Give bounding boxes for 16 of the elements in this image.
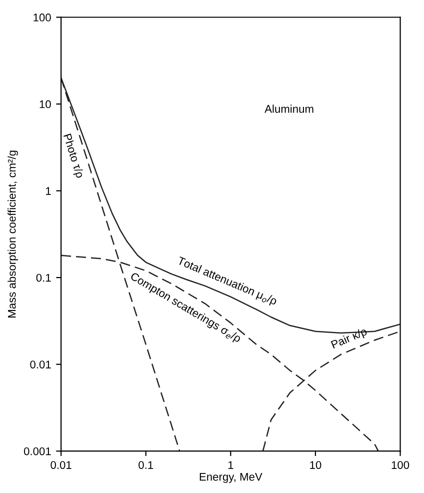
x-tick-label: 100 [392, 461, 410, 469]
x-tick-label: 0.1 [138, 461, 154, 469]
y-tick-label: 100 [34, 14, 51, 22]
x-tick-label: 1 [228, 461, 234, 469]
text: Photo τ/ρ [61, 133, 85, 180]
y-tick-label: 10 [40, 100, 51, 108]
y-tick-label: 0.001 [24, 447, 51, 456]
y-tick-label: 0.01 [30, 360, 51, 368]
x-tick-label: 0.01 [50, 461, 72, 469]
annotation: Aluminum [264, 104, 314, 113]
x-axis-title: Energy, MeV [200, 472, 262, 483]
y-axis-title: Mass absorption coefficient, cm²/g [8, 150, 18, 318]
text: Pair κ/ρ [330, 326, 368, 351]
y-tick-label: 0.1 [36, 274, 51, 282]
x-tick-label: 10 [310, 461, 322, 469]
y-tick-label: 1 [46, 187, 51, 195]
